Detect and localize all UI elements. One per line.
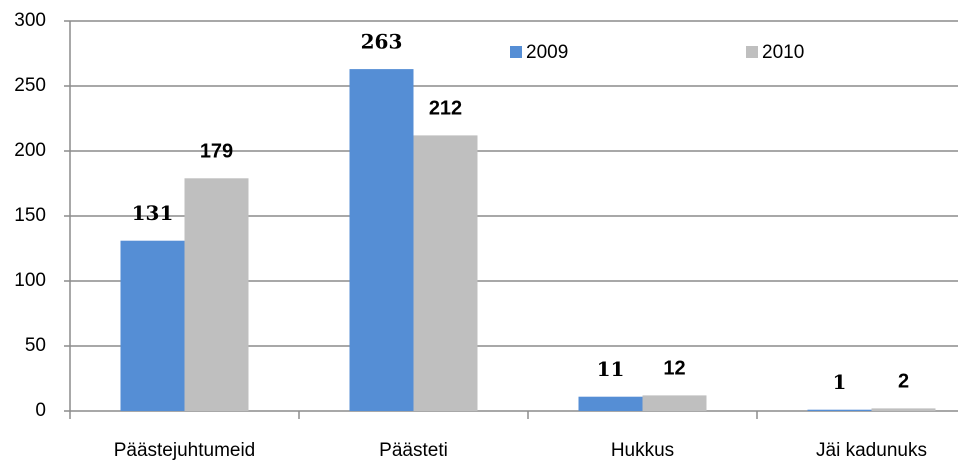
x-tick-label: Jäi kadunuks (816, 440, 927, 461)
y-tick-label: 0 (35, 400, 46, 421)
legend-swatch (746, 46, 758, 58)
value-label: 212 (429, 98, 462, 120)
bar (871, 408, 936, 411)
bar (120, 240, 185, 411)
value-label: 11 (597, 357, 625, 381)
x-tick-label: Päästeti (379, 440, 448, 461)
y-tick-label: 300 (14, 10, 46, 31)
value-label: 2 (898, 371, 909, 393)
y-tick-label: 250 (14, 75, 46, 96)
value-label: 263 (361, 30, 403, 54)
y-tick-label: 100 (14, 270, 46, 291)
legend-swatch (510, 46, 522, 58)
value-label: 179 (200, 141, 233, 163)
legend-label: 2009 (526, 42, 568, 63)
y-tick-label: 200 (14, 140, 46, 161)
bar (413, 135, 478, 411)
bar (184, 178, 249, 411)
x-tick-label: Hukkus (611, 440, 674, 461)
value-label: 12 (663, 358, 685, 380)
value-label: 131 (132, 201, 174, 225)
x-tick-label: Päästejuhtumeid (114, 440, 256, 461)
bar (349, 69, 414, 411)
y-tick-label: 50 (25, 335, 46, 356)
value-label: 1 (833, 370, 847, 394)
bar (642, 395, 707, 411)
y-tick-label: 150 (14, 205, 46, 226)
bar (578, 396, 643, 411)
bar (807, 409, 872, 411)
legend-label: 2010 (762, 42, 804, 63)
